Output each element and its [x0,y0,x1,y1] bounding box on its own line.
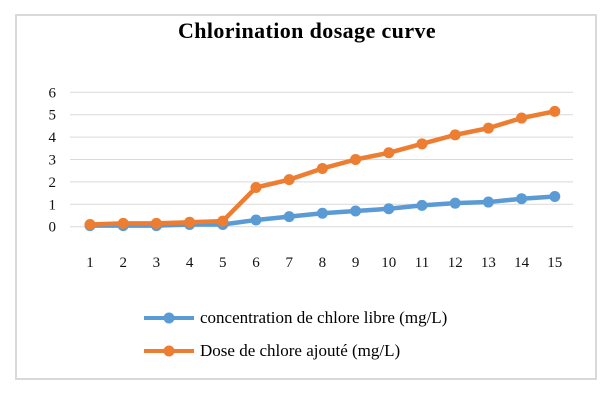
data-point [150,217,162,229]
chart-title: Chlorination dosage curve [177,18,437,43]
data-point [250,182,262,193]
data-point [316,162,328,174]
x-tick-label: 5 [219,255,227,271]
data-point [416,138,428,150]
x-tick-label: 12 [448,255,463,271]
x-tick-label: 7 [285,255,293,271]
data-point [449,129,461,141]
data-point [482,196,494,208]
x-tick-label: 1 [86,255,94,271]
x-tick-label: 11 [415,255,429,271]
data-point [316,207,328,219]
x-tick-label: 9 [352,255,360,271]
data-point [117,217,129,229]
data-point [283,211,295,223]
data-point [549,105,561,117]
data-point [549,190,561,202]
y-tick-label: 6 [49,85,57,101]
y-tick-label: 5 [49,108,57,124]
data-point [283,174,295,186]
data-point [383,203,395,215]
data-point [482,122,494,134]
x-tick-label: 4 [186,255,194,271]
x-tick-label: 10 [381,255,396,271]
data-point [184,216,196,228]
x-tick-label: 14 [514,255,530,271]
data-point [350,205,362,217]
y-tick-label: 2 [49,175,57,191]
data-point [84,218,96,230]
y-tick-label: 1 [49,197,57,213]
data-point [416,199,428,211]
data-point [217,215,229,227]
x-tick-label: 8 [319,255,327,271]
data-point [516,112,528,124]
data-point [516,193,528,205]
y-tick-label: 4 [49,130,57,146]
x-tick-label: 3 [153,255,161,271]
x-tick-label: 2 [119,255,127,271]
x-tick-label: 15 [547,255,562,271]
x-tick-label: 6 [252,255,260,271]
chart-frame [15,14,597,380]
y-tick-label: 0 [49,220,57,236]
data-point [383,147,395,159]
data-point [350,154,362,165]
data-point [250,214,262,226]
y-tick-label: 3 [49,153,57,169]
data-point [449,197,461,209]
x-tick-label: 13 [481,255,496,271]
